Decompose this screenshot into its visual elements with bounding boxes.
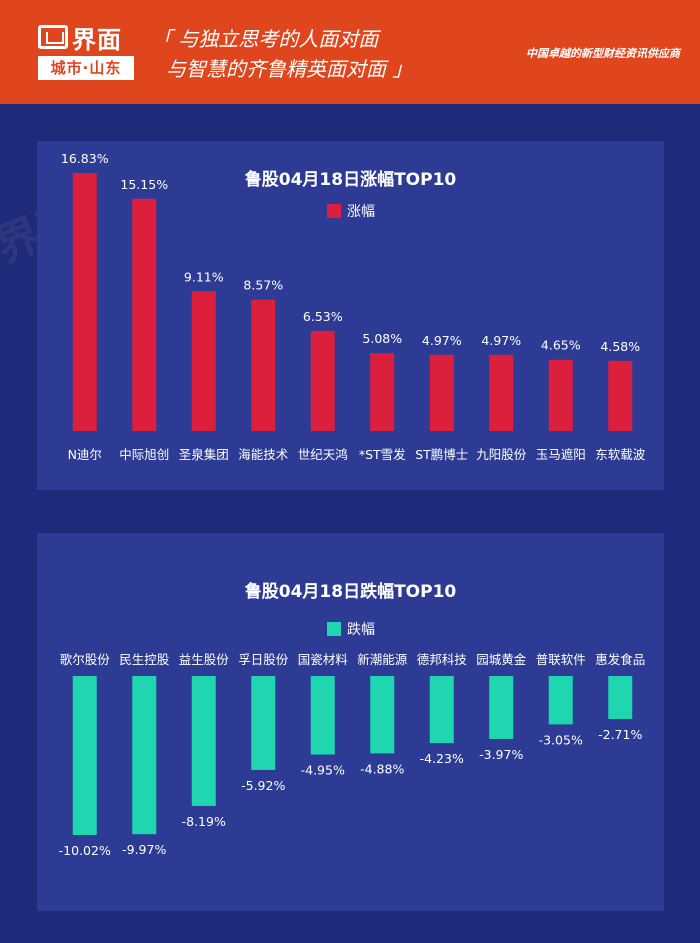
loss-value-label: -4.88% [360,761,404,776]
gain-bar [548,359,573,431]
gain-category-label: 东软载波 [595,447,646,462]
loss-chart-title: 鲁股04月18日跌幅TOP10 [244,582,457,602]
loss-value-label: -5.92% [241,778,285,793]
gain-bar [251,299,276,431]
logo: 界面 城市·山东 [38,22,134,80]
loss-bar [132,676,157,835]
loss-value-label: -2.71% [598,727,642,742]
loss-bar [370,676,395,754]
gain-category-label: 中际旭创 [119,447,169,462]
gain-bar [191,291,216,431]
gain-value-label: 15.15% [120,177,168,192]
gain-legend-swatch [327,204,341,218]
loss-bar [548,676,573,725]
gain-category-label: 世纪天鸿 [298,447,348,462]
gain-chart-title: 鲁股04月18日涨幅TOP10 [244,170,457,190]
logo-name: 界面 [72,25,122,54]
loss-category-label: 普联软件 [536,652,586,667]
loss-category-label: 德邦科技 [417,652,468,667]
loss-category-label: 民生控股 [119,652,170,667]
loss-value-label: -4.95% [301,763,345,778]
gain-bar [608,360,633,431]
gain-value-label: 4.58% [600,339,640,354]
loss-chart: -10.02% 歌尔股份 -9.97% 民生控股 -8.19% 益生股份 -5.92% 孚日股… [59,652,646,858]
loss-value-label: -9.97% [122,842,166,857]
loss-category-label: 新潮能源 [357,652,408,667]
gain-chart: 16.83% N迪尔 15.15% 中际旭创 9.11% 圣泉集团 8.57% 海能技术 6.5… [61,151,646,462]
gain-value-label: 4.97% [422,333,462,348]
gain-legend: 涨幅 [327,201,375,221]
gain-chart-panel: 鲁股04月18日涨幅TOP10 涨幅 16.83% N迪尔 15.15% 中际旭创 9.… [37,141,664,490]
gain-legend-label: 涨幅 [347,204,375,220]
loss-value-label: -3.05% [539,732,583,747]
gain-value-label: 4.97% [481,333,521,348]
gain-value-label: 5.08% [362,331,402,346]
loss-category-label: 园城黄金 [476,652,527,667]
gain-value-label: 6.53% [303,309,343,324]
loss-bar [429,676,454,744]
gain-category-label: 九阳股份 [476,447,527,462]
slogan-line-2: 与智慧的齐鲁精英面对面 」 [166,57,413,81]
loss-category-label: 益生股份 [179,652,230,667]
gain-category-label: N迪尔 [68,447,102,462]
logo-subtitle: 城市·山东 [38,56,134,80]
gain-category-label: ST鹏博士 [415,447,468,462]
gain-category-label: *ST雪发 [359,447,406,462]
gain-bar [310,330,335,431]
gain-bar [489,354,514,431]
loss-bar [310,676,335,755]
header-banner: 界面 城市·山东 「 与独立思考的人面对面 与智慧的齐鲁精英面对面 」 中国卓越… [0,0,700,104]
gain-category-label: 玉马遮阳 [536,447,586,462]
loss-bar [72,676,97,835]
loss-value-label: -4.23% [420,751,464,766]
gain-bar [72,173,97,431]
loss-category-label: 国瓷材料 [298,652,349,667]
loss-legend-label: 跌幅 [347,622,375,638]
loss-value-label: -3.97% [479,747,523,762]
gain-bar [429,354,454,431]
loss-value-label: -8.19% [182,814,226,829]
slogan: 「 与独立思考的人面对面 与智慧的齐鲁精英面对面 」 [152,24,412,84]
loss-bar [489,676,514,739]
loss-bar [191,676,216,806]
gain-value-label: 8.57% [243,278,283,293]
gain-category-label: 圣泉集团 [179,447,229,462]
gain-value-label: 4.65% [541,338,581,353]
loss-category-label: 惠发食品 [595,652,645,667]
loss-bar [608,676,633,720]
loss-category-label: 歌尔股份 [60,652,111,667]
gain-bar [370,353,395,431]
gain-value-label: 9.11% [184,269,224,284]
loss-category-label: 孚日股份 [238,652,289,667]
gain-category-label: 海能技术 [238,447,289,462]
loss-legend: 跌幅 [327,619,375,639]
provider-tagline: 中国卓越的新型财经资讯供应商 [526,47,680,60]
gain-value-label: 16.83% [61,151,109,166]
loss-bar [251,676,276,770]
logo-mark-icon [38,25,68,49]
loss-chart-panel: 鲁股04月18日跌幅TOP10 跌幅 -10.02% 歌尔股份 -9.97% 民生控股… [37,533,664,911]
gain-bar [132,198,157,431]
loss-value-label: -10.02% [59,843,111,858]
loss-legend-swatch [327,622,341,636]
slogan-line-1: 「 与独立思考的人面对面 [152,27,379,51]
